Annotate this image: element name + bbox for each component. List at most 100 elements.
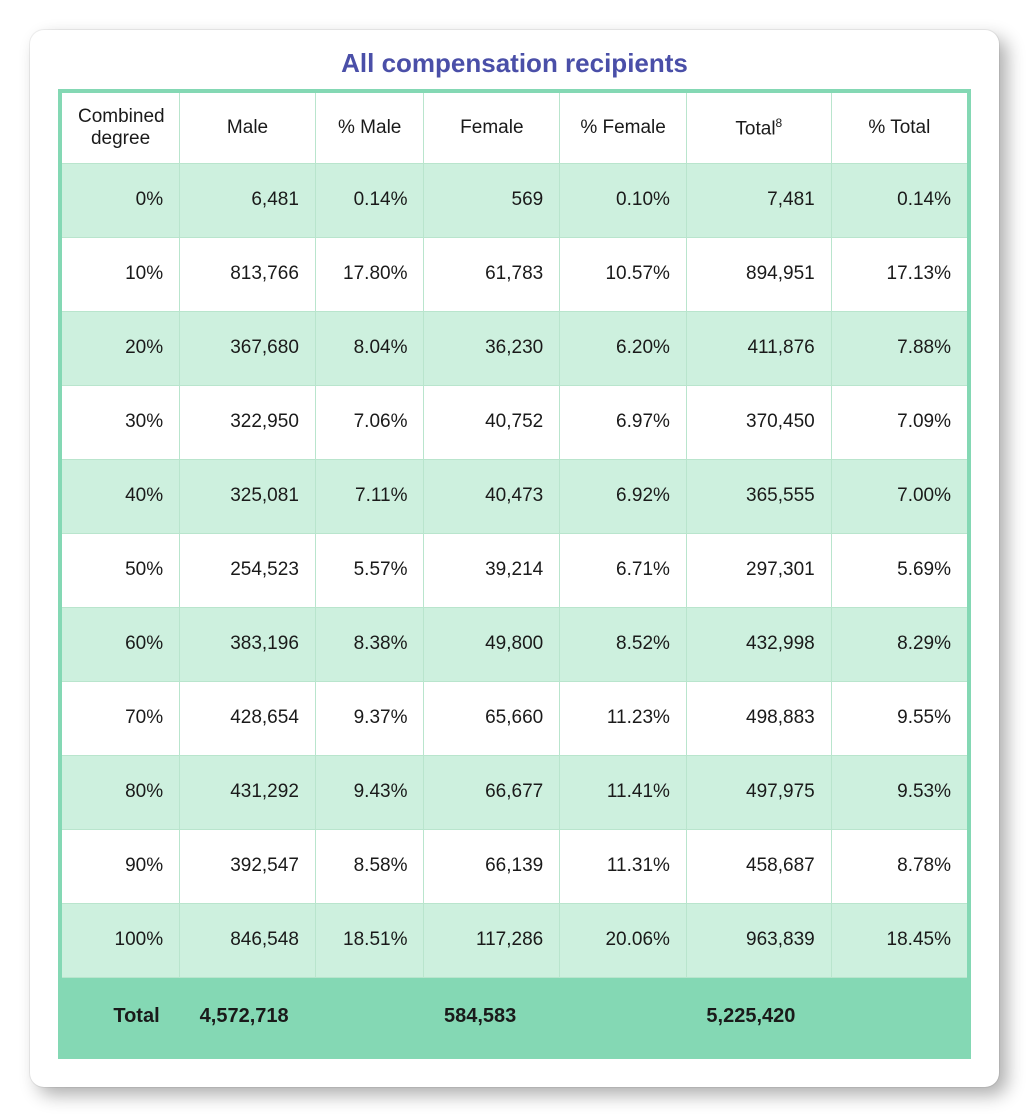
cell-female: 36,230 <box>424 311 560 385</box>
cell-pfemale: 6.97% <box>560 385 687 459</box>
cell-ptotal: 17.13% <box>831 237 967 311</box>
cell-total: 370,450 <box>686 385 831 459</box>
cell-ptotal: 7.88% <box>831 311 967 385</box>
cell-pmale: 8.38% <box>315 607 424 681</box>
cell-total: 297,301 <box>686 533 831 607</box>
table-row: 50%254,5235.57%39,2146.71%297,3015.69% <box>62 533 967 607</box>
col-header-sup: 8 <box>776 116 783 130</box>
col-header-ptotal: % Total <box>831 93 967 163</box>
table-row: 30%322,9507.06%40,7526.97%370,4507.09% <box>62 385 967 459</box>
table-footer-row: Total 4,572,718 584,583 5,225,420 <box>62 977 967 1055</box>
cell-total: 365,555 <box>686 459 831 533</box>
cell-female: 61,783 <box>424 237 560 311</box>
cell-pfemale: 6.71% <box>560 533 687 607</box>
cell-total: 498,883 <box>686 681 831 755</box>
table-row: 20%367,6808.04%36,2306.20%411,8767.88% <box>62 311 967 385</box>
cell-male: 392,547 <box>180 829 316 903</box>
cell-female: 66,139 <box>424 829 560 903</box>
cell-total: 432,998 <box>686 607 831 681</box>
cell-ptotal: 5.69% <box>831 533 967 607</box>
cell-pmale: 18.51% <box>315 903 424 977</box>
cell-degree: 80% <box>62 755 180 829</box>
cell-pfemale: 10.57% <box>560 237 687 311</box>
footer-spacer <box>560 977 687 1055</box>
footer-label: Total <box>62 977 180 1055</box>
table-card: All compensation recipients Combined deg… <box>30 30 999 1087</box>
cell-ptotal: 7.09% <box>831 385 967 459</box>
col-header-total: Total8 <box>686 93 831 163</box>
table-wrapper: Combined degree Male % Male Female % Fem… <box>58 89 971 1059</box>
cell-total: 411,876 <box>686 311 831 385</box>
col-header-label: Combined degree <box>78 106 165 149</box>
cell-total: 963,839 <box>686 903 831 977</box>
cell-male: 254,523 <box>180 533 316 607</box>
cell-pfemale: 6.20% <box>560 311 687 385</box>
cell-degree: 0% <box>62 163 180 237</box>
table-row: 70%428,6549.37%65,66011.23%498,8839.55% <box>62 681 967 755</box>
table-row: 40%325,0817.11%40,4736.92%365,5557.00% <box>62 459 967 533</box>
cell-pfemale: 6.92% <box>560 459 687 533</box>
cell-female: 117,286 <box>424 903 560 977</box>
table-row: 100%846,54818.51%117,28620.06%963,83918.… <box>62 903 967 977</box>
cell-male: 846,548 <box>180 903 316 977</box>
table-header-row: Combined degree Male % Male Female % Fem… <box>62 93 967 163</box>
col-header-label: % Male <box>338 117 401 138</box>
footer-spacer <box>315 977 424 1055</box>
col-header-female: Female <box>424 93 560 163</box>
col-header-label: % Female <box>580 117 666 138</box>
cell-pfemale: 11.41% <box>560 755 687 829</box>
cell-pmale: 5.57% <box>315 533 424 607</box>
col-header-degree: Combined degree <box>62 93 180 163</box>
cell-female: 66,677 <box>424 755 560 829</box>
cell-total: 497,975 <box>686 755 831 829</box>
cell-pmale: 7.06% <box>315 385 424 459</box>
cell-pfemale: 0.10% <box>560 163 687 237</box>
cell-pfemale: 11.31% <box>560 829 687 903</box>
cell-total: 458,687 <box>686 829 831 903</box>
cell-ptotal: 18.45% <box>831 903 967 977</box>
table-row: 80%431,2929.43%66,67711.41%497,9759.53% <box>62 755 967 829</box>
cell-ptotal: 0.14% <box>831 163 967 237</box>
footer-male-total: 4,572,718 <box>180 977 316 1055</box>
cell-male: 322,950 <box>180 385 316 459</box>
footer-grand-total: 5,225,420 <box>686 977 831 1055</box>
cell-degree: 10% <box>62 237 180 311</box>
table-row: 90%392,5478.58%66,13911.31%458,6878.78% <box>62 829 967 903</box>
cell-ptotal: 8.78% <box>831 829 967 903</box>
cell-pmale: 17.80% <box>315 237 424 311</box>
cell-ptotal: 8.29% <box>831 607 967 681</box>
col-header-pmale: % Male <box>315 93 424 163</box>
cell-male: 367,680 <box>180 311 316 385</box>
cell-pfemale: 20.06% <box>560 903 687 977</box>
cell-degree: 60% <box>62 607 180 681</box>
cell-pmale: 9.43% <box>315 755 424 829</box>
table-row: 0%6,4810.14%5690.10%7,4810.14% <box>62 163 967 237</box>
col-header-pfemale: % Female <box>560 93 687 163</box>
cell-female: 40,752 <box>424 385 560 459</box>
cell-pmale: 8.04% <box>315 311 424 385</box>
col-header-label: Female <box>460 117 523 138</box>
cell-male: 325,081 <box>180 459 316 533</box>
cell-female: 65,660 <box>424 681 560 755</box>
cell-degree: 20% <box>62 311 180 385</box>
cell-degree: 50% <box>62 533 180 607</box>
cell-pmale: 7.11% <box>315 459 424 533</box>
footer-female-total: 584,583 <box>424 977 560 1055</box>
cell-female: 40,473 <box>424 459 560 533</box>
cell-male: 6,481 <box>180 163 316 237</box>
cell-male: 813,766 <box>180 237 316 311</box>
cell-male: 428,654 <box>180 681 316 755</box>
cell-male: 383,196 <box>180 607 316 681</box>
cell-degree: 90% <box>62 829 180 903</box>
cell-ptotal: 9.53% <box>831 755 967 829</box>
cell-pmale: 9.37% <box>315 681 424 755</box>
cell-ptotal: 9.55% <box>831 681 967 755</box>
cell-degree: 100% <box>62 903 180 977</box>
cell-male: 431,292 <box>180 755 316 829</box>
cell-total: 894,951 <box>686 237 831 311</box>
cell-pmale: 0.14% <box>315 163 424 237</box>
cell-pfemale: 11.23% <box>560 681 687 755</box>
cell-total: 7,481 <box>686 163 831 237</box>
cell-degree: 70% <box>62 681 180 755</box>
cell-female: 39,214 <box>424 533 560 607</box>
